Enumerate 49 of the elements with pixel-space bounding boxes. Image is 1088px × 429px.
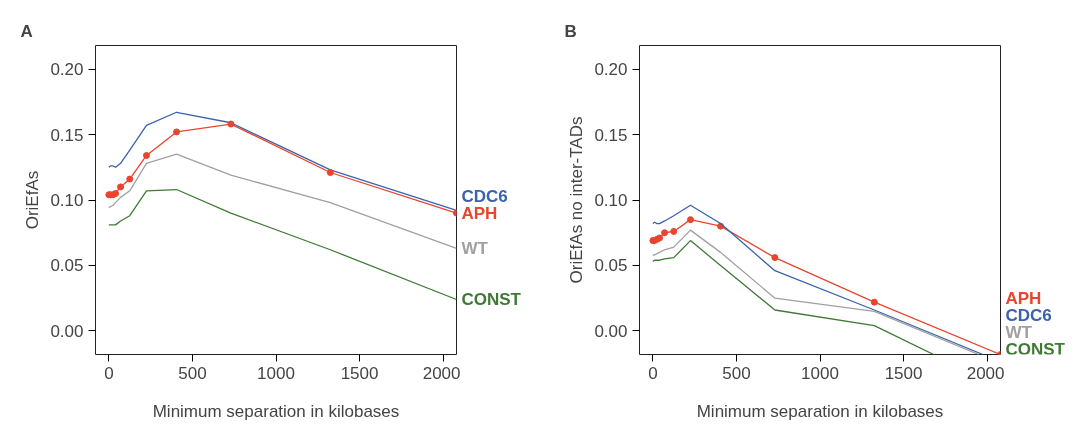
point <box>670 227 678 235</box>
y-tick-label: 0.00 <box>594 321 628 341</box>
x-axis-title: Minimum separation in kilobases <box>152 401 400 421</box>
series-label: CDC6 <box>461 186 508 206</box>
point <box>126 175 134 183</box>
y-tick-label: 0.10 <box>594 191 628 210</box>
chart-title: B <box>564 21 577 41</box>
x-axis-title: Minimum separation in kilobases <box>696 401 944 421</box>
series-label: WT <box>461 238 489 258</box>
text: CONST <box>1005 339 1066 359</box>
text: APH <box>1005 288 1042 308</box>
point <box>117 183 125 191</box>
line-series <box>108 153 457 250</box>
y-tick-label: 0.20 <box>594 60 628 80</box>
point <box>661 229 669 237</box>
series-label: WT <box>1005 322 1033 342</box>
y-tick-label: 0.00 <box>50 321 84 341</box>
y-tick-label: 0.05 <box>594 256 628 276</box>
x-tick-label: 2000 <box>966 363 1005 383</box>
point <box>227 120 235 128</box>
line-series <box>652 229 980 355</box>
x-tick-label: 2000 <box>422 363 461 383</box>
x-tick-label: 0 <box>648 363 658 383</box>
point <box>870 298 878 306</box>
chart-title: A <box>20 21 33 41</box>
line-series <box>652 239 935 355</box>
point <box>142 151 150 159</box>
point <box>326 169 334 176</box>
y-tick-label: 0.15 <box>50 125 84 145</box>
y-axis-title: OriEfAs <box>23 170 43 230</box>
x-tick-label: 0 <box>104 363 114 383</box>
text: CDC6 <box>1005 305 1052 325</box>
line-series <box>108 188 457 301</box>
series-label: CONST <box>461 290 522 310</box>
y-tick-label: 0.20 <box>50 60 84 80</box>
y-tick-label: 0.10 <box>50 191 84 210</box>
x-tick-label: 500 <box>722 363 751 383</box>
y-axis-title: OriEfAs no inter-TADs <box>567 116 587 284</box>
y-tick-label: 0.05 <box>50 256 84 276</box>
x-tick-label: 1000 <box>257 363 295 383</box>
x-tick-label: 1500 <box>340 363 379 383</box>
series-label: APH <box>461 203 498 223</box>
x-tick-label: 1000 <box>801 363 839 383</box>
x-tick-label: 1500 <box>884 363 923 383</box>
point <box>686 216 694 224</box>
x-tick-label: 500 <box>178 363 207 383</box>
point <box>173 128 181 136</box>
point <box>771 254 779 262</box>
y-tick-label: 0.15 <box>594 125 628 145</box>
